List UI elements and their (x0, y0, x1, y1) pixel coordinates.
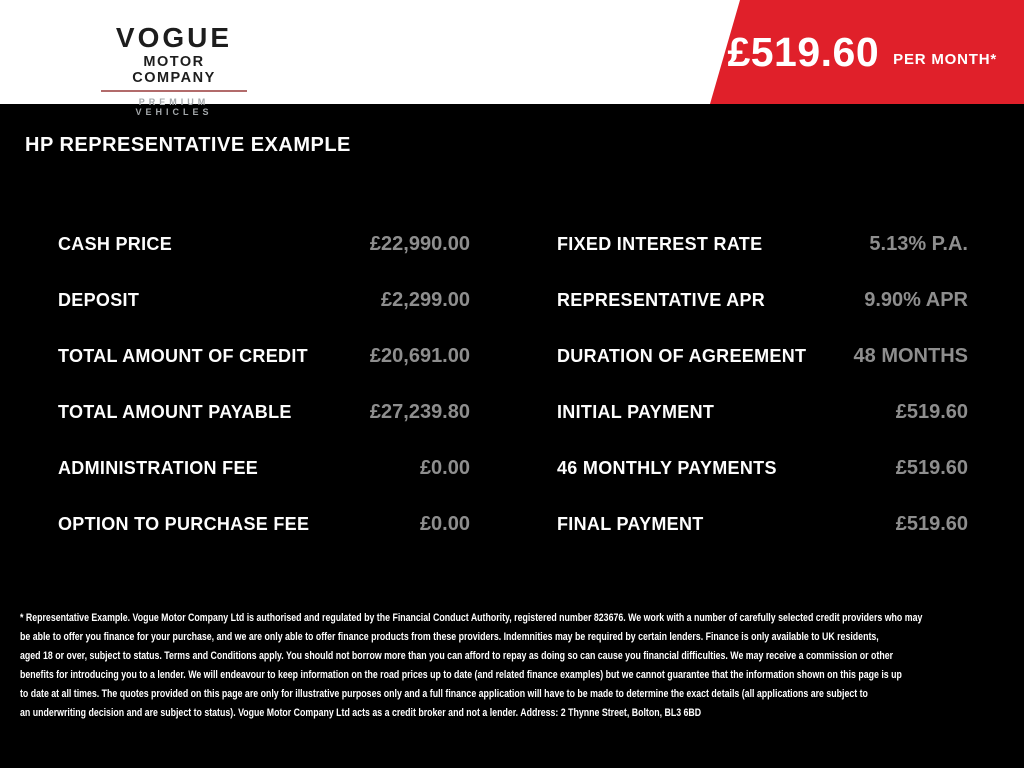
row-label: REPRESENTATIVE APR (557, 289, 766, 310)
row-label: FINAL PAYMENT (557, 513, 704, 534)
logo-tagline: PREMIUM VEHICLES (135, 97, 213, 117)
row-value: £22,990.00 (369, 232, 470, 255)
disclaimer-line: benefits for introducing you to a lender… (20, 669, 902, 681)
row-value: £27,239.80 (369, 400, 470, 423)
row-duration-of-agreement: DURATION OF AGREEMENT 48 MONTHS (557, 328, 968, 384)
disclaimer-line: an underwriting decision and are subject… (20, 707, 702, 719)
row-cash-price: CASH PRICE £22,990.00 (58, 216, 470, 272)
row-total-amount-of-credit: TOTAL AMOUNT OF CREDIT £20,691.00 (58, 328, 470, 384)
row-label: CASH PRICE (58, 233, 173, 254)
vogue-logo: VOGUE MOTOR COMPANY PREMIUM VEHICLES (100, 24, 248, 117)
row-label: TOTAL AMOUNT PAYABLE (58, 401, 292, 422)
logo-subtitle: MOTOR COMPANY (132, 54, 216, 86)
row-value: 9.90% APR (864, 288, 968, 311)
row-value: 5.13% P.A. (869, 232, 968, 255)
row-representative-apr: REPRESENTATIVE APR 9.90% APR (557, 272, 968, 328)
row-total-amount-payable: TOTAL AMOUNT PAYABLE £27,239.80 (58, 384, 470, 440)
row-label: 46 MONTHLY PAYMENTS (557, 457, 777, 478)
disclaimer-line: aged 18 or over, subject to status. Term… (20, 650, 894, 662)
finance-column-left: CASH PRICE £22,990.00 DEPOSIT £2,299.00 … (58, 216, 470, 552)
row-value: 48 MONTHS (853, 344, 968, 367)
disclaimer-line: be able to offer you finance for your pu… (20, 631, 879, 643)
row-deposit: DEPOSIT £2,299.00 (58, 272, 470, 328)
row-label: INITIAL PAYMENT (557, 401, 715, 422)
finance-column-right: FIXED INTEREST RATE 5.13% P.A. REPRESENT… (557, 216, 968, 552)
row-label: DEPOSIT (58, 289, 140, 310)
logo-name: VOGUE (115, 22, 233, 53)
row-label: FIXED INTEREST RATE (557, 233, 763, 254)
disclaimer-line: * Representative Example. Vogue Motor Co… (20, 612, 923, 624)
row-fixed-interest-rate: FIXED INTEREST RATE 5.13% P.A. (557, 216, 968, 272)
row-initial-payment: INITIAL PAYMENT £519.60 (557, 384, 968, 440)
disclaimer: * Representative Example. Vogue Motor Co… (20, 609, 1024, 723)
row-option-to-purchase-fee: OPTION TO PURCHASE FEE £0.00 (58, 496, 470, 552)
header: VOGUE MOTOR COMPANY PREMIUM VEHICLES £51… (0, 0, 1024, 117)
row-label: DURATION OF AGREEMENT (557, 345, 807, 366)
row-value: £519.60 (895, 512, 968, 535)
monthly-price: £519.60 (727, 28, 880, 75)
page-title: HP REPRESENTATIVE EXAMPLE (25, 134, 351, 156)
row-value: £0.00 (419, 512, 470, 535)
row-administration-fee: ADMINISTRATION FEE £0.00 (58, 440, 470, 496)
row-label: ADMINISTRATION FEE (58, 457, 259, 478)
row-value: £519.60 (895, 400, 968, 423)
logo-underline (101, 90, 247, 92)
row-final-payment: FINAL PAYMENT £519.60 (557, 496, 968, 552)
row-value: £20,691.00 (369, 344, 470, 367)
row-label: TOTAL AMOUNT OF CREDIT (58, 345, 308, 366)
row-label: OPTION TO PURCHASE FEE (58, 513, 310, 534)
monthly-price-banner: £519.60 PER MONTH* (710, 0, 1024, 104)
disclaimer-line: to date at all times. The quotes provide… (20, 688, 868, 700)
finance-table: CASH PRICE £22,990.00 DEPOSIT £2,299.00 … (58, 216, 968, 552)
row-monthly-payments: 46 MONTHLY PAYMENTS £519.60 (557, 440, 968, 496)
row-value: £2,299.00 (381, 288, 470, 311)
row-value: £0.00 (419, 456, 470, 479)
per-month-label: PER MONTH* (893, 50, 997, 68)
row-value: £519.60 (895, 456, 968, 479)
